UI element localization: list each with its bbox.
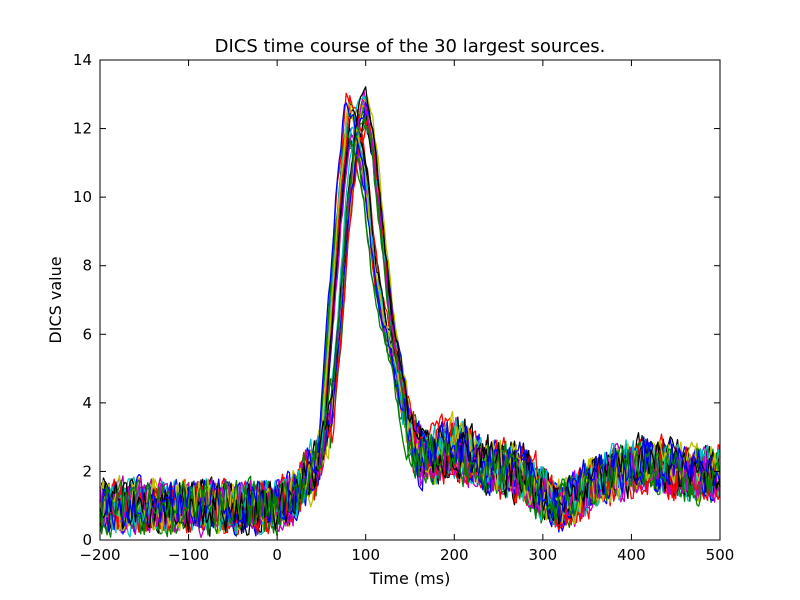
chart-title: DICS time course of the 30 largest sourc… [215,36,606,57]
series-line [99,117,721,536]
plot-frame [99,59,721,541]
x-tick-label: 500 [706,546,735,564]
series-line [99,86,721,533]
x-tick-label: 100 [351,546,380,564]
y-tick-label: 0 [82,531,92,549]
x-tick-label: 400 [617,546,646,564]
y-tick-label: 4 [82,394,92,412]
x-axis-title: Time (ms) [369,569,451,588]
y-tick-label: 8 [82,257,92,275]
x-axis: −200 −100 0 100 200 300 400 500 [79,60,734,564]
y-tick-label: 12 [73,120,92,138]
y-tick-label: 10 [73,188,92,206]
y-axis: 0 2 4 6 8 10 12 14 [73,51,720,549]
x-tick-label: −100 [168,546,209,564]
y-tick-label: 6 [82,325,92,343]
y-tick-label: 14 [73,51,92,69]
y-tick-label: 2 [82,462,92,480]
x-tick-label: 300 [529,546,558,564]
x-tick-label: 200 [440,546,469,564]
y-axis-title: DICS value [46,256,65,343]
x-tick-label: −200 [79,546,120,564]
x-tick-label: 0 [272,546,282,564]
series-lines [99,86,721,539]
